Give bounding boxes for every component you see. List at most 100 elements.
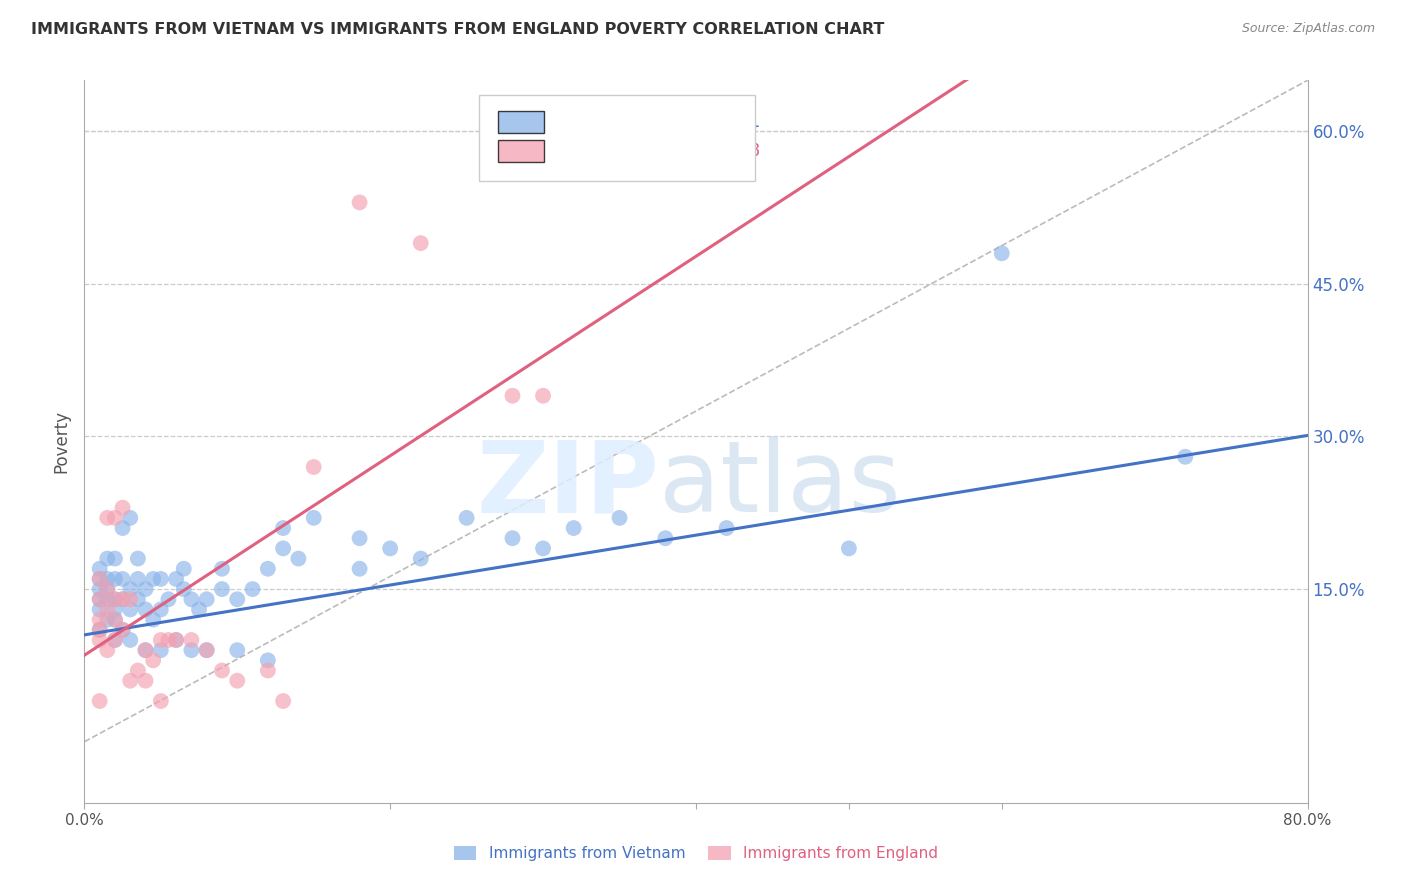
Point — [149, 632, 172, 647]
Point — [89, 592, 111, 607]
Point — [89, 694, 111, 708]
Point — [502, 531, 524, 545]
Point — [349, 562, 371, 576]
Point — [96, 613, 118, 627]
Point — [96, 582, 118, 596]
Point — [142, 572, 165, 586]
Point — [211, 582, 233, 596]
Point — [135, 643, 157, 657]
Text: R =: R = — [560, 142, 595, 160]
Point — [89, 613, 111, 627]
Point — [302, 511, 325, 525]
Point — [89, 572, 111, 586]
Point — [120, 673, 142, 688]
Point — [120, 511, 142, 525]
Point — [96, 572, 118, 586]
Point — [104, 602, 127, 616]
Point — [104, 613, 127, 627]
FancyBboxPatch shape — [479, 95, 755, 181]
Point — [180, 632, 202, 647]
Point — [135, 673, 157, 688]
Point — [104, 511, 127, 525]
Point — [96, 602, 118, 616]
Point — [89, 562, 111, 576]
Point — [195, 643, 218, 657]
Point — [838, 541, 860, 556]
Point — [89, 572, 111, 586]
Text: N =: N = — [672, 142, 720, 160]
Point — [142, 613, 165, 627]
FancyBboxPatch shape — [498, 112, 544, 133]
Point — [96, 551, 118, 566]
Point — [157, 632, 180, 647]
Point — [302, 460, 325, 475]
Point — [173, 582, 195, 596]
Point — [149, 643, 172, 657]
Point — [111, 623, 134, 637]
Point — [716, 521, 738, 535]
Point — [531, 389, 554, 403]
Point — [111, 500, 134, 515]
Point — [226, 643, 249, 657]
Point — [96, 511, 118, 525]
Point — [89, 623, 111, 637]
Point — [111, 521, 134, 535]
Point — [111, 592, 134, 607]
Point — [89, 592, 111, 607]
Point — [120, 602, 142, 616]
Point — [456, 511, 478, 525]
Point — [173, 562, 195, 576]
Point — [104, 592, 127, 607]
Point — [271, 694, 294, 708]
Point — [89, 632, 111, 647]
Point — [96, 592, 118, 607]
Point — [135, 643, 157, 657]
Point — [409, 236, 432, 251]
Point — [111, 623, 134, 637]
Point — [111, 592, 134, 607]
Point — [127, 551, 149, 566]
Point — [104, 592, 127, 607]
Point — [120, 632, 142, 647]
Point — [89, 602, 111, 616]
Point — [195, 643, 218, 657]
Point — [127, 572, 149, 586]
Point — [271, 541, 294, 556]
Point — [226, 673, 249, 688]
Point — [226, 592, 249, 607]
Point — [562, 521, 585, 535]
Y-axis label: Poverty: Poverty — [52, 410, 70, 473]
Point — [165, 632, 187, 647]
Point — [149, 694, 172, 708]
Point — [349, 195, 371, 210]
Point — [157, 592, 180, 607]
Text: 71: 71 — [740, 113, 761, 131]
Text: atlas: atlas — [659, 436, 901, 533]
Point — [409, 551, 432, 566]
Point — [654, 531, 676, 545]
Point — [120, 592, 142, 607]
Point — [380, 541, 402, 556]
Point — [257, 664, 280, 678]
Point — [104, 572, 127, 586]
Point — [89, 582, 111, 596]
Point — [120, 582, 142, 596]
Text: 0.414: 0.414 — [607, 113, 655, 131]
Text: ZIP: ZIP — [477, 436, 659, 533]
Text: Source: ZipAtlas.com: Source: ZipAtlas.com — [1241, 22, 1375, 36]
Point — [165, 632, 187, 647]
Point — [104, 613, 127, 627]
Text: IMMIGRANTS FROM VIETNAM VS IMMIGRANTS FROM ENGLAND POVERTY CORRELATION CHART: IMMIGRANTS FROM VIETNAM VS IMMIGRANTS FR… — [31, 22, 884, 37]
Text: R =: R = — [560, 113, 595, 131]
Point — [531, 541, 554, 556]
Point — [991, 246, 1014, 260]
Point — [271, 521, 294, 535]
Point — [180, 592, 202, 607]
Point — [257, 653, 280, 667]
Point — [211, 664, 233, 678]
Point — [104, 551, 127, 566]
Point — [195, 592, 218, 607]
Point — [502, 389, 524, 403]
Text: 0.561: 0.561 — [607, 142, 655, 160]
Point — [242, 582, 264, 596]
